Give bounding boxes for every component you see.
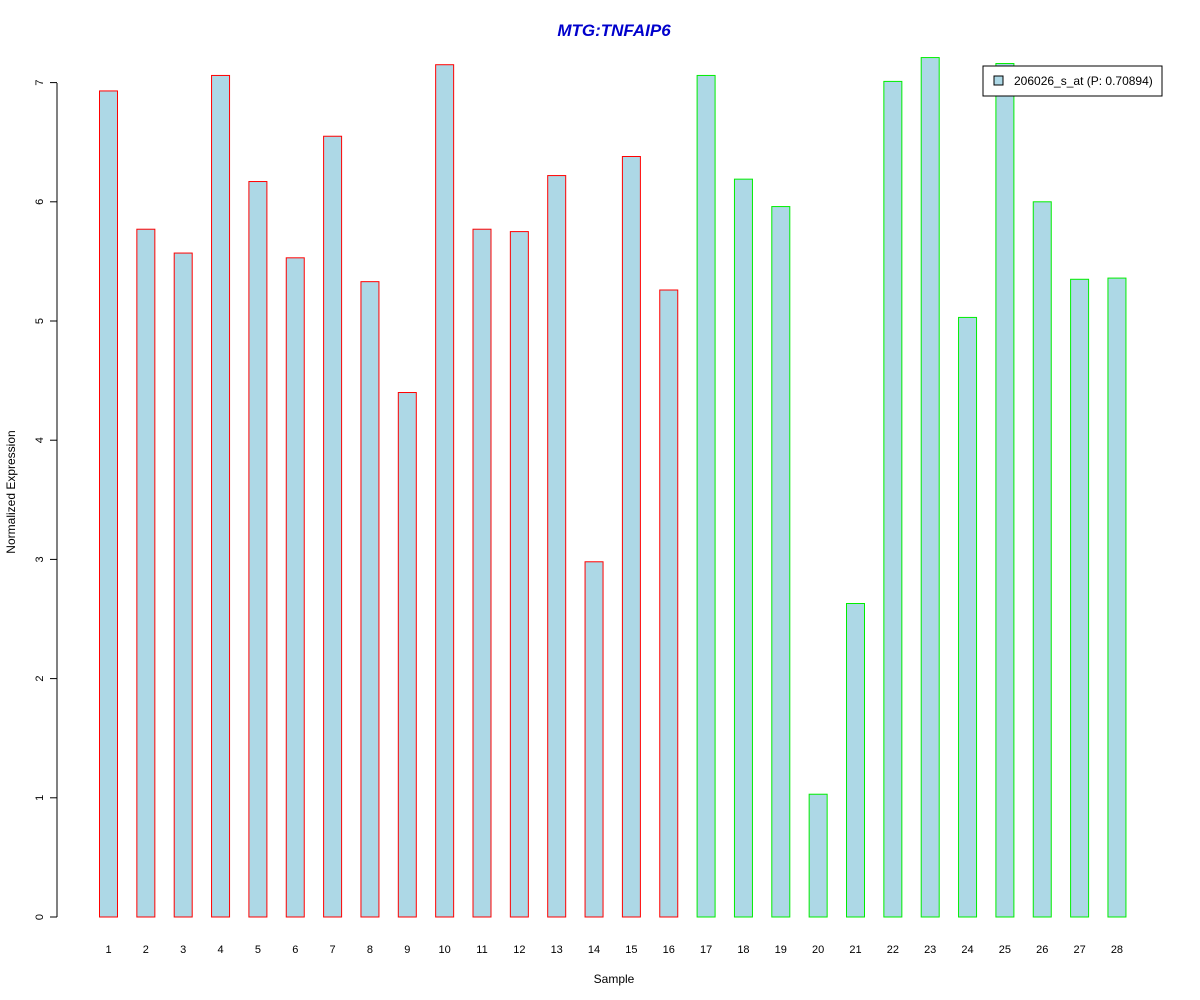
bar-sample-16 [659, 289, 679, 918]
bar-sample-22 [883, 80, 903, 918]
x-tick-label: 12 [513, 944, 525, 956]
y-tick-label: 3 [34, 556, 46, 562]
x-tick-label: 10 [439, 944, 451, 956]
bar-sample-9 [397, 392, 417, 918]
bar-sample-12 [509, 231, 529, 918]
bar-sample-15 [621, 156, 641, 918]
bar-sample-5 [248, 181, 268, 918]
x-tick-label: 24 [961, 944, 973, 956]
x-tick-label: 19 [775, 944, 787, 956]
bar-sample-24 [958, 316, 978, 918]
x-tick-label: 23 [924, 944, 936, 956]
y-tick-label: 6 [34, 199, 46, 205]
x-tick-label: 17 [700, 944, 712, 956]
bar-sample-4 [211, 74, 231, 918]
bar-sample-3 [173, 252, 193, 918]
x-tick-label: 11 [476, 944, 487, 956]
bar-sample-6 [285, 257, 305, 918]
bar-sample-26 [1032, 201, 1052, 918]
bar-sample-28 [1107, 277, 1127, 918]
legend-label: 206026_s_at (P: 0.70894) [1014, 74, 1153, 88]
bar-sample-8 [360, 281, 380, 918]
bar-sample-18 [733, 178, 753, 918]
y-axis: 0 1 2 3 4 5 6 7 [34, 80, 58, 920]
bar-sample-11 [472, 228, 492, 918]
x-tick-label: 18 [737, 944, 749, 956]
y-tick-label: 0 [34, 914, 46, 920]
x-tick-label: 20 [812, 944, 824, 956]
x-tick-label: 4 [217, 944, 223, 956]
x-tick-label: 22 [887, 944, 899, 956]
y-tick-label: 4 [34, 437, 46, 443]
y-tick-label: 5 [34, 318, 46, 324]
x-tick-label: 27 [1073, 944, 1085, 956]
x-tick-label: 8 [367, 944, 373, 956]
bar-sample-14 [584, 561, 604, 918]
bar-sample-7 [323, 135, 343, 918]
x-tick-label: 7 [330, 944, 336, 956]
bar-sample-25 [995, 63, 1015, 918]
x-tick-label: 28 [1111, 944, 1123, 956]
x-axis-label: Sample [594, 972, 635, 986]
bar-sample-10 [435, 64, 455, 918]
x-tick-label: 21 [849, 944, 861, 956]
x-tick-label: 1 [105, 944, 111, 956]
bar-sample-19 [771, 206, 791, 918]
legend-swatch [993, 75, 1004, 86]
y-tick-label: 7 [34, 80, 46, 86]
x-tick-label: 14 [588, 944, 600, 956]
chart-title: MTG:TNFAIP6 [557, 21, 671, 40]
legend-box [982, 65, 1163, 97]
bar-sample-21 [846, 603, 865, 918]
x-tick-label: 9 [404, 944, 410, 956]
x-tick-label: 26 [1036, 944, 1048, 956]
bar-sample-20 [808, 793, 828, 918]
bars-group [99, 57, 1127, 918]
y-tick-label: 1 [34, 795, 46, 801]
y-axis-label: Normalized Expression [4, 430, 18, 553]
x-tick-label: 6 [292, 944, 298, 956]
x-tick-label: 3 [180, 944, 186, 956]
x-tick-label: 16 [663, 944, 675, 956]
bar-sample-23 [920, 57, 940, 918]
bar-sample-1 [99, 90, 118, 918]
legend: 206026_s_at (P: 0.70894) [982, 65, 1163, 97]
x-tick-label: 15 [625, 944, 637, 956]
x-tick-label: 13 [551, 944, 563, 956]
bar-sample-2 [136, 228, 156, 918]
x-tick-label: 25 [999, 944, 1011, 956]
bar-sample-27 [1070, 278, 1090, 918]
bar-sample-17 [696, 74, 716, 918]
bar-sample-13 [547, 175, 567, 918]
x-tick-label: 5 [255, 944, 261, 956]
y-tick-label: 2 [34, 676, 46, 682]
x-tick-label: 2 [143, 944, 149, 956]
x-tick-labels: 1 2 3 4 5 6 7 8 9 10 11 12 13 14 15 16 17 18 19 20 21 22 23 24 2… [105, 944, 1123, 956]
